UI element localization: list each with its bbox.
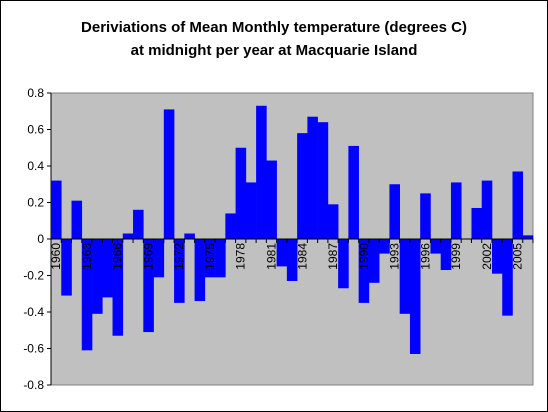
bar (389, 184, 400, 239)
x-tick-label: 1960 (49, 243, 63, 270)
x-tick-label: 1987 (326, 243, 340, 270)
bar (51, 180, 62, 239)
bar (235, 147, 247, 239)
x-tick-label: 1996 (418, 243, 432, 270)
bar (133, 209, 144, 239)
y-tick-label: 0.6 (27, 123, 44, 137)
bar (297, 133, 308, 239)
bar (153, 239, 165, 278)
bar (409, 239, 421, 354)
x-tick-label: 1999 (449, 243, 463, 270)
y-tick-label: 0.8 (27, 86, 44, 100)
chart-title: Deriviations of Mean Monthly temperature… (0, 16, 548, 62)
bar (450, 182, 462, 239)
bar (276, 239, 288, 267)
x-tick-label: 1966 (111, 243, 125, 270)
bar (317, 122, 329, 239)
bar (174, 239, 185, 303)
bar (327, 204, 339, 239)
bar (112, 239, 124, 336)
x-tick-label: 1993 (388, 243, 402, 270)
bar (286, 239, 298, 281)
y-tick-label: -0.8 (23, 378, 44, 392)
bar (430, 239, 442, 254)
bar (245, 182, 257, 239)
bar (163, 109, 175, 240)
x-tick-label: 1984 (295, 243, 309, 270)
bar (379, 239, 390, 254)
bar (122, 233, 134, 239)
bar (61, 239, 72, 296)
x-tick-label: 1972 (172, 243, 186, 270)
bar (399, 239, 411, 314)
x-tick-label: 1990 (357, 243, 371, 270)
x-tick-label: 2005 (511, 243, 525, 270)
bar (215, 239, 226, 278)
bar (338, 239, 349, 289)
bar (256, 105, 267, 239)
bar (81, 239, 93, 351)
y-tick-label: -0.6 (23, 342, 44, 356)
y-tick-label: -0.4 (23, 305, 44, 319)
x-tick-label: 1963 (80, 243, 94, 270)
bar (522, 235, 534, 239)
bar (225, 213, 236, 239)
chart-title-line-2: at midnight per year at Macquarie Island (130, 42, 418, 59)
bar (71, 200, 83, 239)
bar (92, 239, 103, 314)
bar (471, 207, 483, 239)
bar (307, 116, 318, 239)
x-tick-label: 1975 (203, 243, 217, 270)
x-tick-label: 1969 (141, 243, 155, 270)
bar (266, 160, 277, 239)
y-tick-label: 0.4 (27, 159, 44, 173)
bar (184, 233, 195, 239)
bar (358, 239, 370, 303)
x-tick-label: 1981 (264, 243, 278, 270)
bar (204, 239, 216, 278)
bar (102, 239, 113, 298)
bar (420, 193, 431, 240)
bar (481, 180, 493, 239)
bar (512, 171, 524, 239)
chart-title-line-1: Deriviations of Mean Monthly temperature… (81, 19, 467, 36)
bar (440, 239, 452, 271)
bar (143, 239, 154, 333)
x-tick-label: 1978 (234, 243, 248, 270)
bar (348, 145, 359, 239)
bar (194, 239, 206, 302)
plot-area: -0.8 -0.6 -0.4 -0.2 0 0.2 0.4 0.6 0.8 1960 1963 196… (23, 86, 534, 392)
bar (491, 239, 503, 274)
y-tick-label: 0.2 (27, 196, 44, 210)
y-tick-label: 0 (37, 232, 44, 246)
y-tick-label: -0.2 (23, 269, 44, 283)
bar (368, 239, 380, 283)
bar (502, 239, 513, 316)
x-tick-label: 2002 (480, 243, 494, 270)
